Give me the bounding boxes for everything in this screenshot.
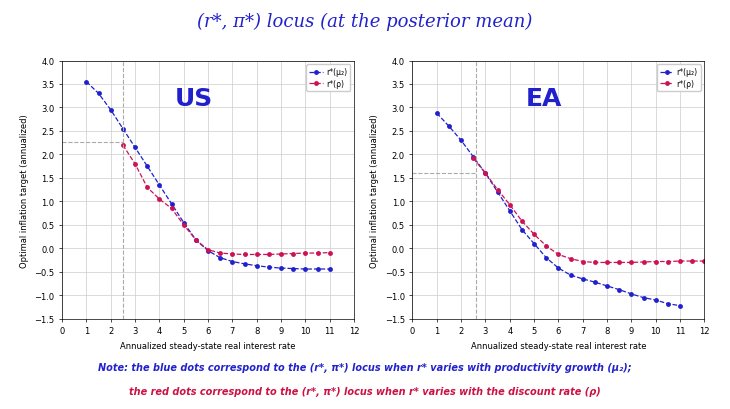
Text: EA: EA (526, 87, 562, 111)
Text: US: US (174, 87, 212, 111)
Text: (r*, π*) locus (at the posterior mean): (r*, π*) locus (at the posterior mean) (197, 12, 533, 31)
Text: the red dots correspond to the (r*, π*) locus when r* varies with the discount r: the red dots correspond to the (r*, π*) … (129, 387, 601, 396)
Y-axis label: Optimal inflation target (annualized): Optimal inflation target (annualized) (370, 113, 379, 267)
Text: Note: the blue dots correspond to the (r*, π*) locus when r* varies with product: Note: the blue dots correspond to the (r… (99, 362, 631, 372)
Legend: r*(μ₂), r*(ρ): r*(μ₂), r*(ρ) (656, 65, 701, 92)
X-axis label: Annualized steady-state real interest rate: Annualized steady-state real interest ra… (471, 341, 646, 350)
Y-axis label: Optimal inflation target (annualized): Optimal inflation target (annualized) (20, 113, 28, 267)
X-axis label: Annualized steady-state real interest rate: Annualized steady-state real interest ra… (120, 341, 296, 350)
Legend: r*(μ₂), r*(ρ): r*(μ₂), r*(ρ) (306, 65, 350, 92)
